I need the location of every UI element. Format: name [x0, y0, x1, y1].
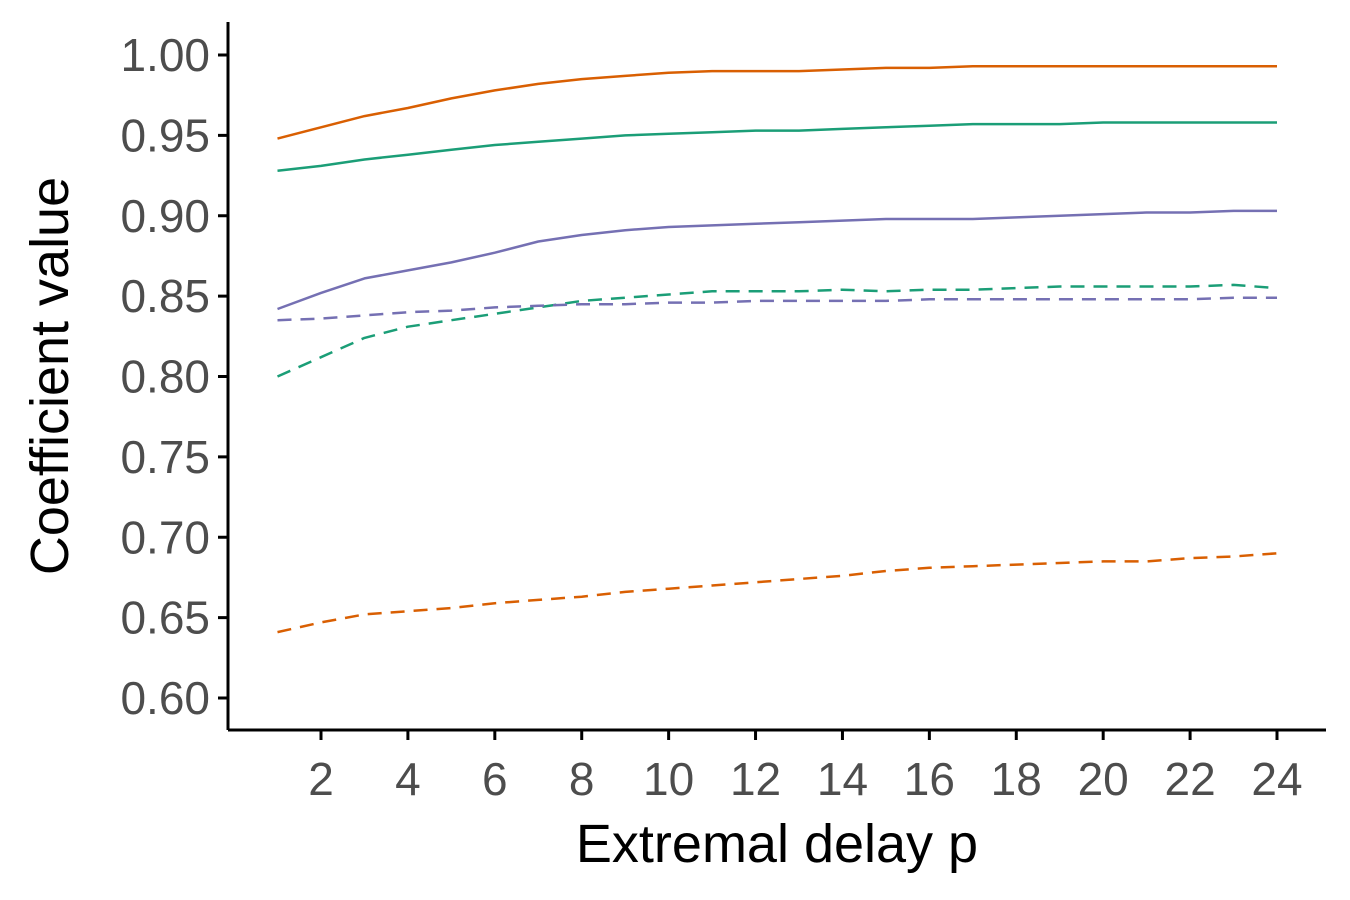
x-tick-label: 22	[1165, 753, 1216, 805]
series-line-2	[277, 121, 1277, 172]
x-tick-label: 14	[817, 753, 868, 805]
x-tick-label: 4	[395, 753, 421, 805]
series-line-1	[277, 65, 1277, 140]
y-axis-ticks: 0.60 0.65 0.70 0.75 0.80 0.85 0.90 0.95 1.00	[120, 29, 228, 724]
y-axis-title: Coefficient value	[20, 177, 80, 575]
y-tick-label: 0.75	[120, 431, 210, 483]
y-tick-label: 0.85	[120, 270, 210, 322]
x-tick-label: 2	[308, 753, 334, 805]
y-tick-label: 0.80	[120, 351, 210, 403]
y-tick-label: 0.65	[120, 592, 210, 644]
x-tick-label: 20	[1078, 753, 1129, 805]
x-axis-ticks: 2 4 6 8 10 12 14 16 18 20 22 24	[308, 730, 1303, 805]
axes-layer	[226, 22, 1326, 732]
y-tick-label: 1.00	[120, 29, 210, 81]
y-tick-label: 0.90	[120, 190, 210, 242]
y-tick-label: 0.60	[120, 672, 210, 724]
x-axis-title: Extremal delay p	[576, 814, 978, 874]
series-line-3	[277, 209, 1277, 311]
x-tick-label: 6	[482, 753, 508, 805]
x-tick-label: 8	[569, 753, 595, 805]
y-tick-label: 0.95	[120, 109, 210, 161]
x-tick-label: 16	[904, 753, 955, 805]
x-tick-label: 18	[991, 753, 1042, 805]
x-tick-label: 12	[730, 753, 781, 805]
series-line-5	[277, 296, 1277, 322]
series-line-6	[277, 552, 1278, 634]
x-tick-label: 10	[643, 753, 694, 805]
series-line-4	[276, 283, 1278, 378]
series-layer	[276, 65, 1278, 634]
y-tick-label: 0.70	[120, 511, 210, 563]
x-tick-label: 24	[1251, 753, 1302, 805]
